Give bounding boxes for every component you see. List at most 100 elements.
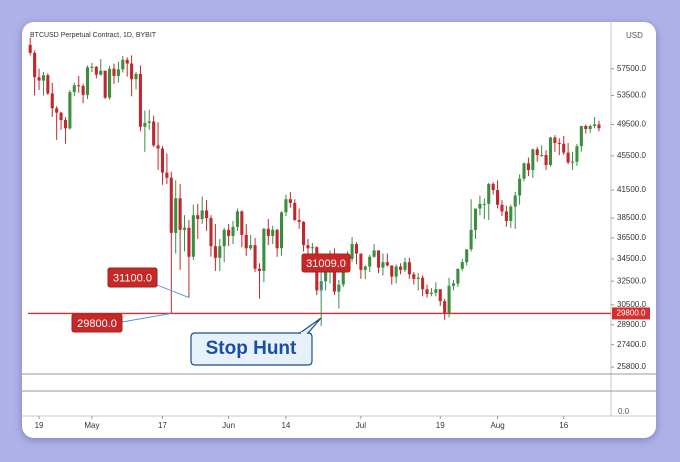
candle-body bbox=[390, 265, 394, 277]
candle-body bbox=[279, 212, 284, 249]
candle-body bbox=[108, 68, 112, 98]
candle-body bbox=[460, 262, 464, 269]
candle-body bbox=[253, 245, 257, 269]
candle-body bbox=[553, 137, 557, 143]
candle-body bbox=[482, 203, 486, 205]
candle-body bbox=[156, 145, 160, 149]
candle-body bbox=[447, 285, 451, 314]
candle-body bbox=[403, 262, 407, 270]
candle-body bbox=[416, 277, 420, 279]
candle-body bbox=[429, 292, 433, 294]
candle-body bbox=[575, 146, 579, 162]
candle-body bbox=[244, 234, 248, 249]
candle-body bbox=[584, 125, 588, 130]
candle-body bbox=[469, 229, 473, 250]
candle-body bbox=[72, 85, 76, 93]
candle-body bbox=[350, 244, 354, 259]
candle-body bbox=[138, 73, 142, 127]
annotation-box bbox=[301, 253, 351, 273]
candle-body bbox=[187, 227, 191, 257]
candle-body bbox=[487, 183, 491, 204]
candle-body bbox=[359, 253, 363, 270]
candle-body bbox=[518, 178, 522, 196]
x-tick-label: Jul bbox=[356, 421, 366, 430]
candle-body bbox=[434, 289, 438, 293]
candle-body bbox=[121, 59, 125, 70]
price-label-box bbox=[612, 307, 650, 320]
annotation-leader bbox=[121, 312, 172, 323]
candle-body bbox=[306, 245, 310, 249]
chart-title: BTCUSD Perpetual Contract, 1D, BYBIT bbox=[30, 32, 157, 39]
candle-body bbox=[81, 85, 85, 95]
y-tick-label: 49500.0 bbox=[617, 120, 646, 129]
candle-body bbox=[473, 208, 478, 230]
candle-body bbox=[443, 301, 447, 314]
candle-body bbox=[28, 44, 32, 53]
candle-body bbox=[222, 229, 226, 247]
candle-body bbox=[112, 68, 116, 76]
candle-body bbox=[125, 59, 129, 64]
candle-body bbox=[257, 268, 262, 271]
y-tick-label: 38500.0 bbox=[617, 213, 646, 222]
callout-pointer bbox=[298, 317, 322, 334]
candle-body bbox=[191, 215, 195, 257]
candle-body bbox=[451, 283, 456, 286]
annotation-label: 31009.0 bbox=[306, 258, 346, 270]
candle-body bbox=[394, 266, 398, 277]
candle-body bbox=[368, 256, 372, 267]
candle-body bbox=[310, 247, 314, 249]
candle-body bbox=[218, 246, 222, 258]
candle-body bbox=[544, 155, 548, 165]
annotation-label: 29800.0 bbox=[77, 318, 117, 330]
candle-body bbox=[412, 274, 416, 279]
candle-body bbox=[147, 121, 151, 123]
callout-box bbox=[190, 332, 313, 366]
y-tick-label: 28900.0 bbox=[617, 320, 646, 329]
candle-body bbox=[570, 161, 575, 163]
candle-body bbox=[324, 267, 328, 282]
y-tick-label: 36500.0 bbox=[617, 233, 646, 242]
candle-body bbox=[588, 125, 592, 130]
candle-body bbox=[169, 177, 173, 233]
currency-label: USD bbox=[626, 31, 643, 40]
x-tick-label: 17 bbox=[158, 421, 167, 430]
candle-body bbox=[196, 215, 200, 220]
candle-body bbox=[59, 112, 63, 121]
x-tick-label: 14 bbox=[281, 421, 290, 430]
candle-body bbox=[597, 124, 601, 129]
candle-body bbox=[231, 226, 235, 236]
candle-body bbox=[46, 75, 50, 94]
candle-body bbox=[227, 229, 231, 236]
candle-body bbox=[593, 124, 597, 126]
candle-body bbox=[381, 262, 385, 268]
candle-body bbox=[566, 152, 570, 163]
candle-body bbox=[438, 289, 442, 302]
candle-body bbox=[297, 220, 301, 222]
candle-body bbox=[63, 120, 68, 129]
candle-body bbox=[213, 246, 217, 258]
y-tick-label: 25800.0 bbox=[617, 362, 646, 371]
y-tick-label: 30500.0 bbox=[617, 300, 646, 309]
y-tick-label: 57500.0 bbox=[617, 64, 646, 73]
candle-body bbox=[407, 262, 411, 275]
candle-body bbox=[182, 227, 187, 230]
candle-body bbox=[55, 108, 59, 113]
candle-body bbox=[134, 73, 138, 80]
candle-body bbox=[85, 67, 90, 95]
candle-body bbox=[478, 203, 482, 209]
candle-body bbox=[103, 70, 107, 98]
candle-body bbox=[271, 229, 275, 236]
y-tick-label: 34500.0 bbox=[617, 254, 646, 263]
y-tick-label: 27400.0 bbox=[617, 340, 646, 349]
x-tick-label: May bbox=[84, 421, 99, 430]
candle-body bbox=[209, 218, 213, 247]
candle-body bbox=[376, 250, 381, 268]
candle-body bbox=[372, 250, 376, 257]
price-label: 29800.0 bbox=[617, 309, 646, 318]
candle-body bbox=[399, 266, 403, 270]
candle-body bbox=[557, 142, 561, 144]
candle-body bbox=[262, 228, 266, 271]
candle-body bbox=[337, 284, 341, 292]
candle-body bbox=[205, 210, 209, 219]
candle-body bbox=[465, 249, 469, 263]
